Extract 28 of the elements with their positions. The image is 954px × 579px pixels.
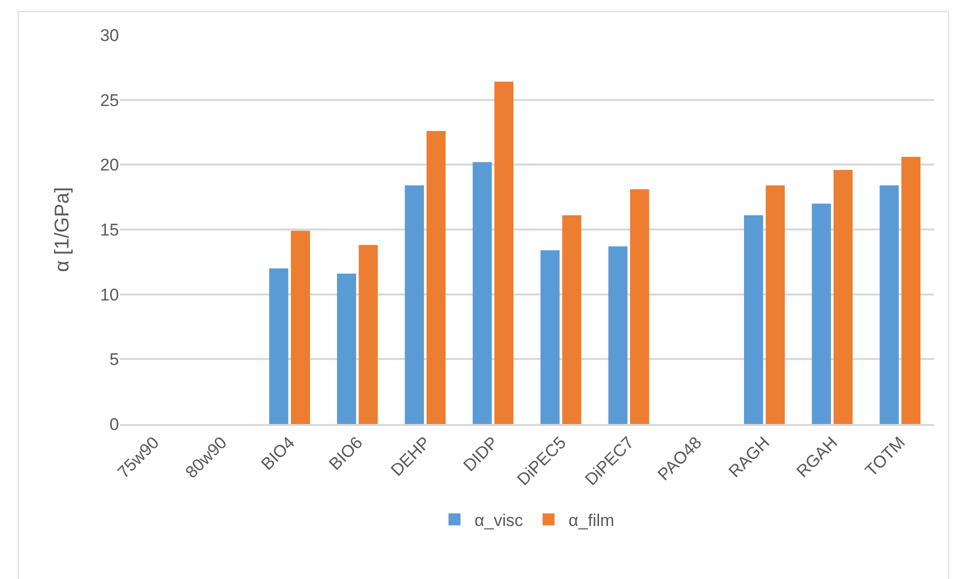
legend-label: α_film — [568, 510, 614, 530]
bar — [766, 185, 785, 424]
bar — [426, 130, 446, 424]
bar — [358, 245, 378, 424]
bar — [494, 82, 514, 424]
y-tick-label: 10 — [100, 285, 119, 304]
bar — [834, 170, 853, 424]
bar — [269, 268, 288, 424]
y-tick-label: 5 — [110, 350, 119, 370]
bar — [812, 204, 831, 424]
bar — [404, 185, 424, 424]
bar — [337, 274, 356, 424]
y-tick-label: 0 — [110, 414, 119, 434]
y-tick-label: 25 — [100, 90, 119, 110]
y-tick-label: 20 — [100, 156, 119, 175]
bar — [608, 246, 628, 424]
bar — [540, 250, 560, 424]
y-tick-label: 15 — [100, 220, 119, 240]
bar — [880, 185, 899, 424]
bar — [744, 215, 764, 424]
y-axis-title: α [1/GPa] — [52, 187, 74, 272]
legend-label: α_visc — [474, 510, 524, 530]
bar — [290, 230, 310, 424]
bar — [630, 189, 650, 424]
bar — [562, 215, 582, 424]
y-tick-label: 30 — [100, 26, 119, 45]
bar — [472, 162, 492, 424]
bar — [901, 156, 920, 424]
